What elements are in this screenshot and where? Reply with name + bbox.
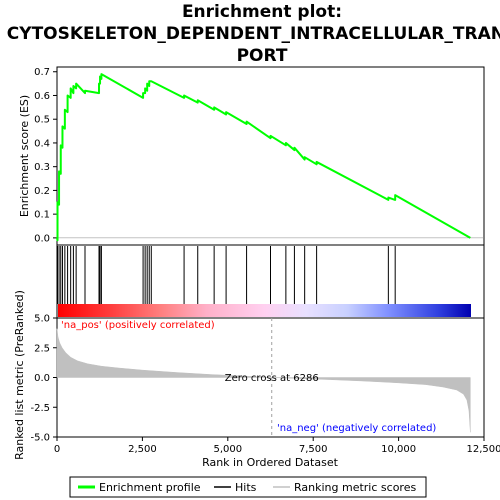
- x-tick-label: 5,000: [213, 444, 242, 455]
- metric-tick-label: 5.0: [34, 314, 50, 325]
- ranking-metric-area: [56, 328, 471, 433]
- metric-tick-label: -5.0: [30, 433, 50, 444]
- negative-correlation-label: 'na_neg' (negatively correlated): [277, 423, 436, 434]
- es-tick-label: 0.3: [34, 162, 50, 173]
- zero-cross-label: Zero cross at 6286: [225, 373, 319, 384]
- es-tick-label: 0.6: [34, 91, 50, 102]
- positive-correlation-label: 'na_pos' (positively correlated): [61, 320, 215, 331]
- es-tick-label: 0.7: [34, 67, 50, 78]
- enrichment-profile-line: [56, 73, 471, 242]
- x-tick-label: 12,500: [467, 444, 500, 455]
- x-axis-label: Rank in Ordered Dataset: [202, 456, 339, 469]
- legend-es-label: Enrichment profile: [99, 481, 201, 494]
- es-axis-label: Enrichment score (ES): [18, 95, 31, 217]
- legend-hits-label: Hits: [235, 481, 257, 494]
- es-tick-label: 0.2: [34, 186, 50, 197]
- chart-title-line-3: PORT: [237, 46, 288, 66]
- legend-metric-label: Ranking metric scores: [294, 481, 416, 494]
- legend-box: [69, 476, 427, 498]
- chart-title-line-2: CYTOSKELETON_DEPENDENT_INTRACELLULAR_TRA…: [7, 24, 500, 44]
- x-tick-label: 2,500: [128, 444, 157, 455]
- es-tick-label: 0.1: [34, 210, 50, 221]
- metric-tick-label: 0.0: [34, 373, 50, 384]
- metric-tick-label: 2.5: [34, 343, 50, 354]
- rank-heat-bar: [58, 304, 471, 317]
- x-tick-label: 7,500: [299, 444, 328, 455]
- metric-tick-label: -2.5: [30, 403, 50, 414]
- x-tick-label: 10,000: [381, 444, 416, 455]
- chart-title-line-1: Enrichment plot:: [182, 2, 342, 22]
- es-panel: [56, 66, 485, 246]
- x-tick-label: 0: [54, 444, 60, 455]
- metric-axis-label: Ranked list metric (PreRanked): [13, 290, 26, 460]
- es-tick-label: 0.4: [34, 138, 50, 149]
- es-tick-label: 0.5: [34, 115, 50, 126]
- es-tick-label: 0.0: [34, 233, 50, 244]
